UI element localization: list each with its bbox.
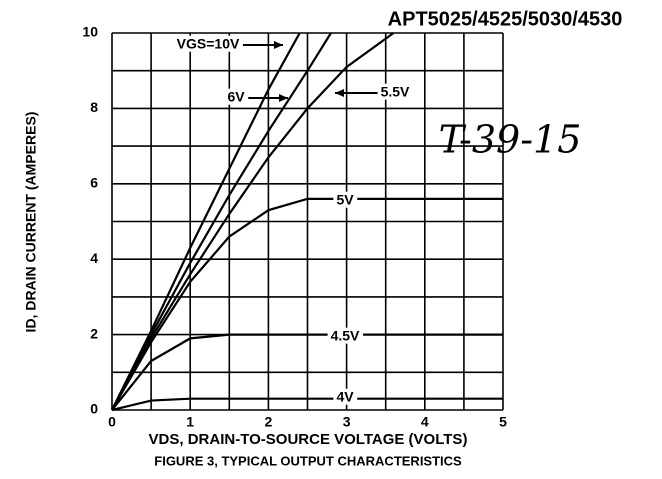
x-tick-label: 1: [186, 414, 194, 430]
x-tick-label: 0: [108, 414, 116, 430]
x-tick-label: 4: [421, 414, 429, 430]
chart-title: APT5025/4525/5030/4530: [388, 8, 623, 30]
arrow-head: [274, 41, 283, 49]
x-tick-label: 3: [343, 414, 351, 430]
annotation: T-39-15: [439, 118, 582, 162]
y-tick-label: 8: [90, 99, 98, 115]
curve: [111, 333, 503, 411]
x-axis-label: VDS, DRAIN-TO-SOURCE VOLTAGE (VOLTS): [149, 431, 468, 448]
legend-label: VGS=10V: [177, 36, 240, 52]
x-tick-label: 2: [265, 414, 273, 430]
y-tick-label: 0: [90, 401, 98, 417]
label-background: [173, 35, 243, 52]
label-background: [377, 83, 414, 100]
curve: [111, 32, 301, 411]
legend-label: 6V: [227, 89, 245, 105]
label-background: [327, 327, 364, 344]
legend-label: 4V: [336, 389, 354, 405]
legend-label: 5V: [336, 192, 354, 208]
curve: [111, 32, 332, 411]
y-tick-label: 4: [90, 250, 98, 266]
label-background: [224, 88, 249, 105]
legend-label: 5.5V: [381, 84, 410, 100]
x-tick-label: 5: [499, 414, 507, 430]
legend-label: 4.5V: [331, 328, 360, 344]
y-tick-label: 2: [90, 325, 98, 341]
curve: [111, 32, 395, 411]
caption: FIGURE 3, TYPICAL OUTPUT CHARACTERISTICS: [154, 453, 462, 468]
y-tick-label: 6: [90, 175, 98, 191]
label-background: [333, 388, 358, 405]
y-tick-label: 10: [82, 24, 98, 40]
arrow-head: [335, 89, 344, 97]
label-background: [333, 191, 358, 208]
arrow-head: [279, 94, 288, 102]
y-axis-label: ID, DRAIN CURRENT (AMPERES): [23, 112, 39, 333]
